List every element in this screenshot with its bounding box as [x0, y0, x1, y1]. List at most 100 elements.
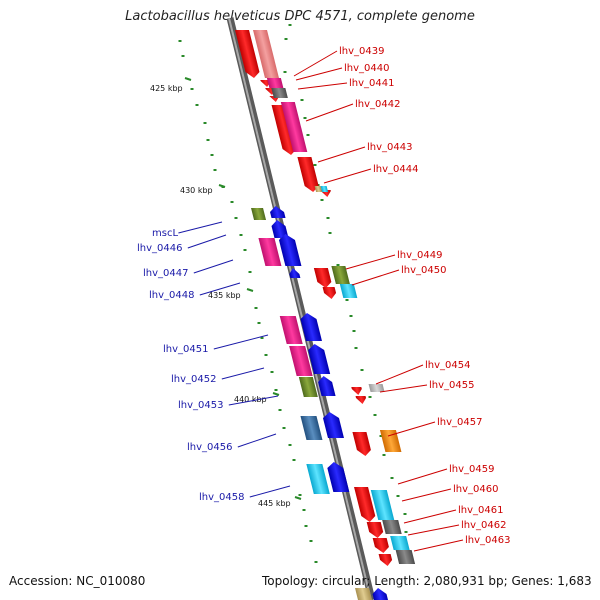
gene-feature[interactable]: [269, 206, 286, 218]
forward-gene-label[interactable]: lhv_0447: [143, 268, 188, 279]
gene-feature[interactable]: [378, 554, 394, 566]
reverse-gene-label[interactable]: lhv_0439: [339, 46, 384, 57]
gene-feature[interactable]: [322, 287, 338, 299]
gene-feature[interactable]: [258, 238, 282, 266]
gene-feature[interactable]: [352, 432, 372, 456]
gene-feature[interactable]: [279, 316, 303, 344]
gc-dot: [382, 454, 386, 456]
gene-feature[interactable]: [277, 234, 302, 266]
gc-dot: [303, 117, 307, 119]
tick-mark: [246, 288, 254, 292]
leader-line: [237, 433, 277, 448]
tick-label: 445 kbp: [258, 499, 291, 508]
gene-feature[interactable]: [313, 268, 333, 288]
gc-dot: [278, 409, 282, 411]
reverse-gene-label[interactable]: lhv_0459: [449, 464, 494, 475]
gene-feature[interactable]: [371, 588, 389, 600]
gene-feature[interactable]: [331, 266, 350, 284]
gene-feature[interactable]: [307, 344, 331, 374]
tick-label: 435 kbp: [208, 291, 241, 300]
gene-feature[interactable]: [297, 157, 320, 192]
gene-feature[interactable]: [298, 377, 318, 397]
gene-feature[interactable]: [306, 464, 330, 494]
leader-line: [403, 509, 457, 524]
leader-line: [221, 367, 265, 380]
backbone-highlight: [228, 17, 372, 600]
reverse-gene-label[interactable]: lhv_0461: [458, 505, 503, 516]
leader-line: [293, 50, 338, 77]
gene-feature[interactable]: [355, 396, 368, 404]
gene-feature[interactable]: [382, 520, 402, 534]
leader-line: [228, 395, 279, 406]
forward-gene-label[interactable]: mscL: [152, 228, 178, 239]
gene-feature[interactable]: [299, 313, 322, 341]
leader-line: [295, 67, 343, 81]
gc-dot: [234, 217, 238, 219]
gene-feature[interactable]: [300, 416, 323, 440]
reverse-gene-label[interactable]: lhv_0454: [425, 360, 470, 371]
reverse-gene-label[interactable]: lhv_0444: [373, 164, 418, 175]
gene-feature[interactable]: [379, 430, 402, 452]
gene-feature[interactable]: [321, 412, 344, 438]
gene-feature[interactable]: [317, 376, 336, 396]
tick-mark: [184, 77, 192, 81]
gc-dot: [288, 444, 292, 446]
leader-line: [193, 259, 234, 274]
gene-feature[interactable]: [366, 522, 385, 538]
gene-feature[interactable]: [288, 268, 301, 278]
reverse-gene-label[interactable]: lhv_0443: [367, 142, 412, 153]
forward-gene-label[interactable]: lhv_0458: [199, 492, 244, 503]
forward-gene-label[interactable]: lhv_0456: [187, 442, 232, 453]
leader-line: [345, 254, 396, 270]
genome-summary-text: Topology: circular; Length: 2,080,931 bp…: [262, 574, 592, 588]
leader-line: [397, 468, 448, 485]
gene-feature[interactable]: [368, 384, 385, 392]
reverse-gene-label[interactable]: lhv_0440: [344, 63, 389, 74]
forward-gene-label[interactable]: lhv_0448: [149, 290, 194, 301]
gene-feature[interactable]: [253, 30, 279, 78]
gc-dot: [190, 88, 194, 90]
reverse-gene-label[interactable]: lhv_0442: [355, 99, 400, 110]
gc-dot: [352, 330, 356, 332]
reverse-gene-label[interactable]: lhv_0463: [465, 535, 510, 546]
reverse-gene-label[interactable]: lhv_0441: [349, 78, 394, 89]
gene-feature[interactable]: [320, 186, 329, 192]
reverse-gene-label[interactable]: lhv_0449: [397, 250, 442, 261]
reverse-gene-label[interactable]: lhv_0462: [461, 520, 506, 531]
gene-feature[interactable]: [372, 538, 391, 553]
gene-feature[interactable]: [235, 30, 261, 78]
gene-feature[interactable]: [355, 588, 373, 600]
gc-dot: [213, 169, 217, 171]
reverse-gene-label[interactable]: lhv_0455: [429, 380, 474, 391]
tick-mark: [272, 392, 280, 396]
genome-axis: [226, 17, 376, 600]
gene-feature[interactable]: [339, 284, 358, 298]
gene-feature[interactable]: [395, 550, 416, 564]
gene-feature[interactable]: [271, 105, 298, 155]
gene-feature[interactable]: [370, 490, 395, 520]
gene-feature[interactable]: [326, 462, 350, 492]
reverse-gene-label[interactable]: lhv_0457: [437, 417, 482, 428]
gene-feature[interactable]: [280, 102, 308, 152]
gene-feature[interactable]: [266, 78, 284, 88]
gene-feature[interactable]: [351, 387, 363, 395]
leader-line: [187, 234, 227, 249]
gene-feature[interactable]: [314, 186, 323, 192]
gene-feature[interactable]: [354, 487, 377, 522]
leader-line: [305, 103, 354, 122]
forward-gene-label[interactable]: lhv_0446: [137, 243, 182, 254]
reverse-gene-label[interactable]: lhv_0460: [453, 484, 498, 495]
leader-line: [297, 82, 348, 90]
gene-feature[interactable]: [270, 220, 289, 238]
forward-gene-label[interactable]: lhv_0451: [163, 344, 208, 355]
forward-gene-label[interactable]: lhv_0453: [178, 400, 223, 411]
gene-feature[interactable]: [251, 208, 267, 220]
forward-gene-label[interactable]: lhv_0452: [171, 374, 216, 385]
reverse-gene-label[interactable]: lhv_0450: [401, 265, 446, 276]
gene-feature[interactable]: [271, 88, 288, 98]
gc-dot: [260, 337, 264, 339]
tick-label: 430 kbp: [180, 186, 213, 195]
gene-feature[interactable]: [289, 346, 313, 376]
gene-feature[interactable]: [390, 536, 410, 550]
gc-dot: [349, 315, 353, 317]
